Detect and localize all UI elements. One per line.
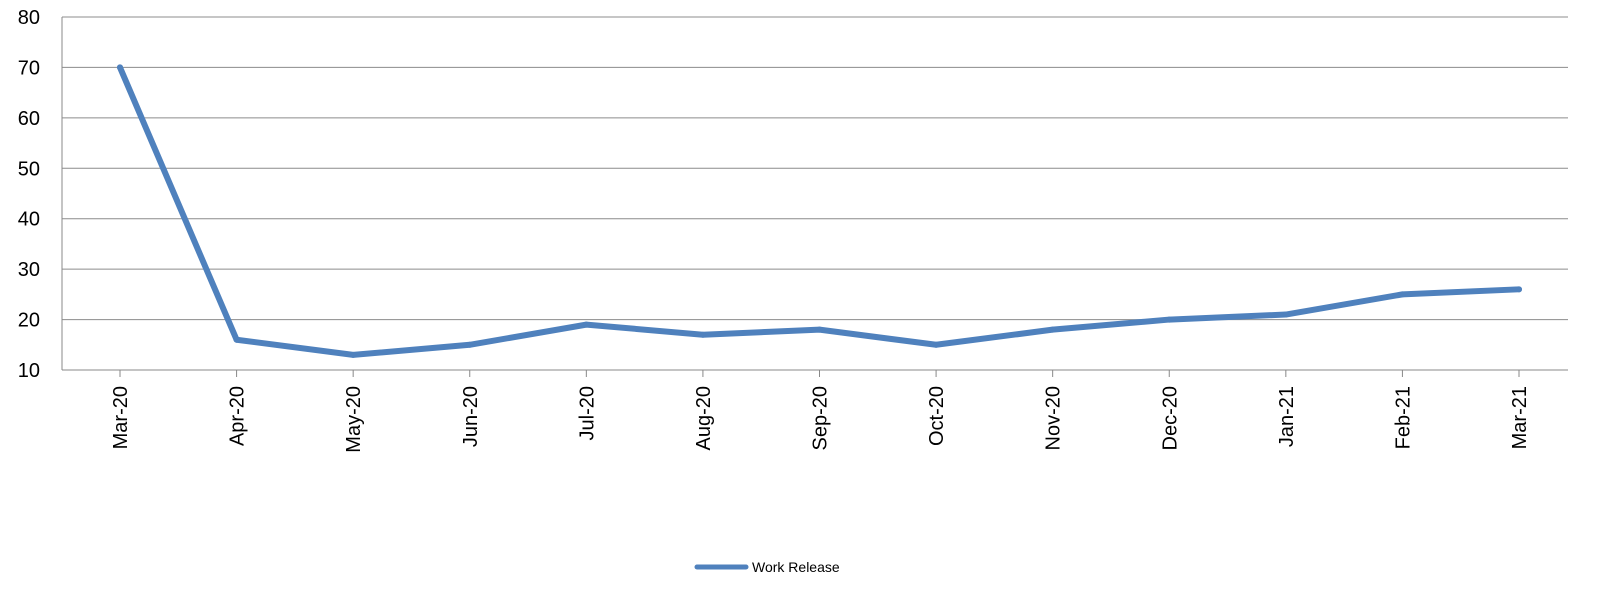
data-point xyxy=(1399,291,1406,298)
legend-label-work-release: Work Release xyxy=(752,559,840,575)
x-axis: Mar-20 Apr-20 May-20 Jun-20 Jul-20 Aug-20 Sep-… xyxy=(110,370,1531,453)
x-tick-label: Jun-20 xyxy=(460,386,482,447)
data-point xyxy=(117,64,123,71)
x-tick-label: Mar-20 xyxy=(110,386,132,449)
x-tick-label: Mar-21 xyxy=(1509,386,1531,449)
data-point xyxy=(1282,311,1289,318)
y-tick-label: 10 xyxy=(18,360,40,382)
data-point xyxy=(583,321,590,328)
data-point xyxy=(933,341,940,348)
data-point xyxy=(1049,326,1056,333)
data-point xyxy=(699,331,706,338)
x-tick-label: Apr-20 xyxy=(227,386,249,446)
x-tick-label: Oct-20 xyxy=(926,386,948,446)
x-tick-label: Feb-21 xyxy=(1392,386,1414,449)
x-tick-label: Aug-20 xyxy=(693,386,715,451)
y-tick-label: 40 xyxy=(18,209,40,231)
data-point xyxy=(816,326,823,333)
x-tick-label: Dec-20 xyxy=(1159,386,1181,450)
gridlines xyxy=(61,16,1568,371)
legend: Work Release xyxy=(694,559,840,575)
x-tick-label: Jul-20 xyxy=(576,386,598,440)
x-tick-label: Jan-21 xyxy=(1276,386,1298,447)
series-line-work-release xyxy=(117,64,1522,358)
data-point xyxy=(466,341,473,348)
series-layer xyxy=(117,64,1522,358)
x-tick-label: Nov-20 xyxy=(1043,386,1065,450)
data-point xyxy=(233,336,240,343)
y-axis-ticks: 10 20 30 40 50 60 70 80 xyxy=(18,7,40,382)
y-tick-label: 50 xyxy=(18,158,40,180)
y-tick-label: 20 xyxy=(18,310,40,332)
y-tick-label: 60 xyxy=(18,108,40,130)
y-tick-label: 70 xyxy=(18,57,40,79)
x-tick-label: Sep-20 xyxy=(810,386,832,451)
data-point xyxy=(1166,316,1173,323)
x-tick-label: May-20 xyxy=(343,386,365,453)
y-tick-label: 30 xyxy=(18,259,40,281)
y-tick-label: 80 xyxy=(18,7,40,29)
data-point xyxy=(1516,286,1522,293)
data-point xyxy=(350,351,357,358)
